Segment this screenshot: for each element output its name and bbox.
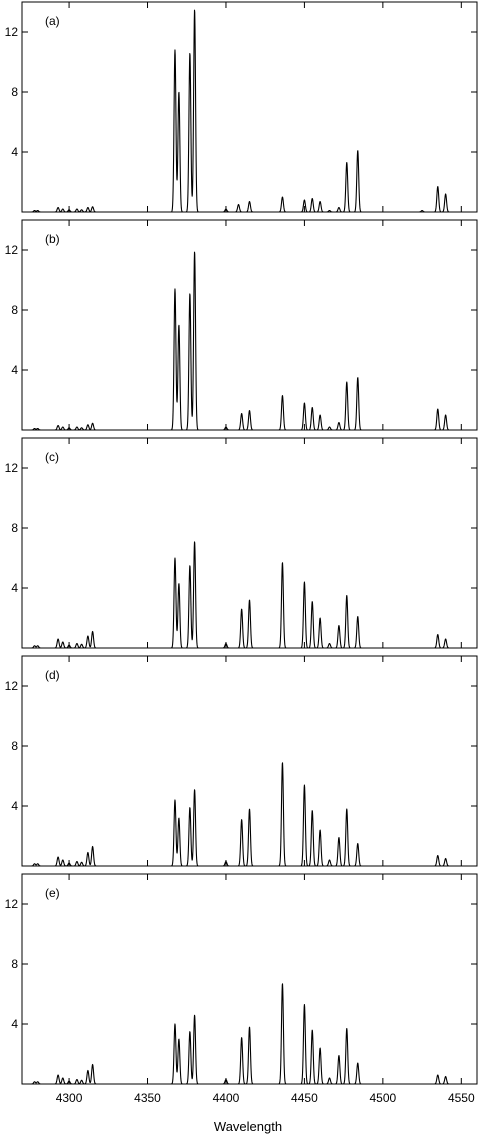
- y-tick-label: 8: [11, 303, 18, 317]
- panel-frame: [21, 873, 478, 1085]
- panel-b: 4 8 12 (b): [5, 219, 478, 431]
- panel-label: (b): [45, 232, 60, 246]
- spectrum-line: [21, 541, 478, 649]
- y-tick-label: 4: [11, 581, 18, 595]
- y-tick-label: 4: [11, 799, 18, 813]
- x-axis-label: Wavelength: [214, 1119, 282, 1134]
- y-tick-label: 12: [5, 25, 19, 39]
- spectrum-line: [21, 9, 478, 213]
- spectrum-line: [21, 251, 478, 431]
- panel-a: 4 8 12 (a): [5, 1, 478, 213]
- panel-frame: [21, 219, 478, 431]
- y-tick-label: 8: [11, 85, 18, 99]
- spectrum-line: [21, 762, 478, 867]
- x-tick-label: 4500: [370, 1091, 397, 1105]
- panel-c: 4 8 12 (c): [5, 437, 478, 649]
- spectrum-line: [21, 983, 478, 1085]
- panel-frame: [21, 655, 478, 867]
- y-tick-label: 12: [5, 461, 19, 475]
- x-tick-label: 4400: [213, 1091, 240, 1105]
- panel-label: (c): [45, 450, 59, 464]
- panel-label: (d): [45, 668, 60, 682]
- panel-d: 4 8 12 (d): [5, 655, 478, 867]
- y-tick-label: 4: [11, 1017, 18, 1031]
- y-tick-label: 8: [11, 521, 18, 535]
- x-axis: 4300 4350 4400 4450 4500 4550: [56, 1091, 475, 1105]
- y-tick-label: 4: [11, 145, 18, 159]
- y-tick-label: 8: [11, 957, 18, 971]
- panels-group: 4 8 12 (a) 4 8 12 (b) 4 8 12 (c) 4 8 12 (d) 4 8 12 (e): [5, 1, 478, 1085]
- y-tick-label: 12: [5, 243, 19, 257]
- panel-e: 4 8 12 (e): [5, 873, 478, 1085]
- panel-frame: [21, 1, 478, 213]
- x-tick-label: 4300: [56, 1091, 83, 1105]
- panel-frame: [21, 437, 478, 649]
- panel-label: (e): [45, 886, 60, 900]
- x-tick-label: 4450: [291, 1091, 318, 1105]
- x-tick-label: 4350: [134, 1091, 161, 1105]
- y-tick-label: 12: [5, 897, 19, 911]
- y-tick-label: 8: [11, 739, 18, 753]
- y-tick-label: 4: [11, 363, 18, 377]
- y-tick-label: 12: [5, 679, 19, 693]
- x-tick-label: 4550: [448, 1091, 475, 1105]
- panel-label: (a): [45, 14, 60, 28]
